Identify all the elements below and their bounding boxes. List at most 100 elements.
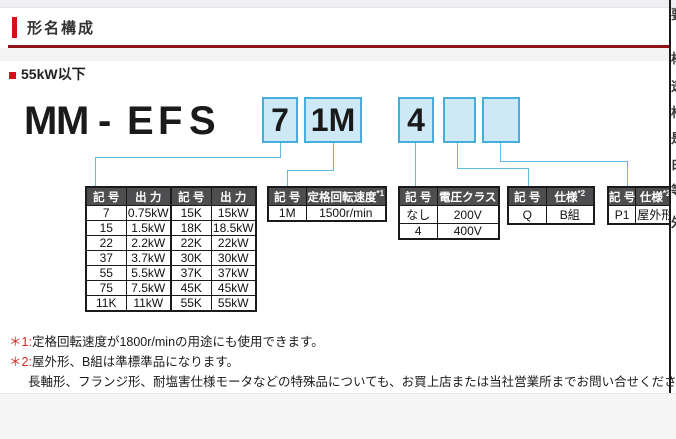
table-cell: 18.5kW xyxy=(210,220,257,236)
column-header: 電圧クラス xyxy=(436,186,500,206)
red-square-bullet xyxy=(9,72,16,79)
table-cell: 30kW xyxy=(210,250,257,266)
spec-p-table-clipped: 記 号 仕様*2 P1 屋外形 xyxy=(607,186,670,225)
table-cell: 4 xyxy=(398,223,438,240)
table-row: 1M 1500r/min xyxy=(267,205,387,222)
table-cell: 45kW xyxy=(210,280,257,296)
model-code-box-output: 7 xyxy=(262,97,298,143)
table-cell: 11kW xyxy=(125,295,172,312)
clipped-edge-text: 外 xyxy=(671,212,676,231)
clipped-edge-text: 等 xyxy=(671,180,676,199)
column-header: 記 号 xyxy=(398,186,438,206)
section-underline xyxy=(8,45,669,48)
column-header: 記 号 xyxy=(85,186,127,206)
connector-line xyxy=(287,170,288,186)
table-cell: 0.75kW xyxy=(125,205,172,221)
table-cell: 37kW xyxy=(210,265,257,281)
table-row: 11K 11kW 55K 55kW xyxy=(85,295,257,312)
clipped-edge-text: 構 xyxy=(671,48,676,67)
footnote-marker: ＊2: xyxy=(9,355,32,369)
spec-q-table: 記 号 仕様*2 Q B組 xyxy=(507,186,595,225)
clipped-edge-text: 白 xyxy=(671,154,676,173)
table-cell: 22 xyxy=(85,235,127,251)
table-cell: 200V xyxy=(436,205,500,224)
table-header-row: 記 号 仕様*2 xyxy=(607,186,670,206)
table-cell: 18K xyxy=(170,220,212,236)
footnote-3: 長軸形、フランジ形、耐塩害仕様モータなどの特殊品についても、お買上店または当社営… xyxy=(28,371,676,390)
connector-line xyxy=(500,143,501,161)
viewer-top-strip xyxy=(0,0,676,8)
table-cell: Q xyxy=(507,205,547,225)
table-cell: 1500r/min xyxy=(305,205,387,222)
table-cell: 75 xyxy=(85,280,127,296)
footnote-marker: ＊1: xyxy=(9,335,32,349)
voltage-table: 記 号 電圧クラス なし 200V 4 400V xyxy=(398,186,500,240)
subsection-title: 55kW以下 xyxy=(21,66,86,82)
table-cell: 55K xyxy=(170,295,212,312)
column-header: 記 号 xyxy=(267,186,307,206)
table-cell: 15 xyxy=(85,220,127,236)
table-row: 22 2.2kW 22K 22kW xyxy=(85,235,257,251)
model-code-box-spec1 xyxy=(443,97,476,143)
column-header: 記 号 xyxy=(507,186,547,206)
model-code-box-speed: 1M xyxy=(304,97,362,143)
table-cell: 400V xyxy=(436,223,500,240)
footnote-2: ＊2:屋外形、B組は準標準品になります。 xyxy=(9,351,239,370)
table-row: 7 0.75kW 15K 15kW xyxy=(85,205,257,221)
table-row: 55 5.5kW 37K 37kW xyxy=(85,265,257,281)
table-header-row: 記 号 電圧クラス xyxy=(398,186,500,206)
footnote-text: 定格回転速度が1800r/minの用途にも使用できます。 xyxy=(31,335,324,349)
table-header-row: 記 号 仕様*2 xyxy=(507,186,595,206)
clipped-edge-text: 要 xyxy=(671,4,676,23)
speed-table: 記 号 定格回転速度*1 1M 1500r/min xyxy=(267,186,387,222)
footnote-text: 長軸形、フランジ形、耐塩害仕様モータなどの特殊品についても、お買上店または当社営… xyxy=(28,375,676,389)
section-title: 形名構成 xyxy=(27,20,96,37)
column-header: 仕様*2 xyxy=(545,186,595,206)
table-cell: 22kW xyxy=(210,235,257,251)
model-letter: M xyxy=(24,99,58,143)
clipped-edge-text: 是 xyxy=(671,128,676,147)
connector-line xyxy=(415,143,416,186)
model-code-box-spec2 xyxy=(482,97,520,143)
connector-line xyxy=(457,168,529,169)
table-cell: 1.5kW xyxy=(125,220,172,236)
page-column-divider xyxy=(669,0,671,393)
power-table: 記 号 出 力 記 号 出 力 7 0.75kW 15K 15kW 15 1.5kW 18K… xyxy=(85,186,257,312)
connector-line xyxy=(280,143,281,157)
table-header-row: 記 号 定格回転速度*1 xyxy=(267,186,387,206)
table-cell: 屋外形 xyxy=(635,205,670,225)
table-cell: 15K xyxy=(170,205,212,221)
table-cell: 37K xyxy=(170,265,212,281)
viewer-toolbar: 1:1 xyxy=(0,393,676,439)
table-row: P1 屋外形 xyxy=(607,205,670,225)
table-cell: 11K xyxy=(85,295,127,312)
connector-line xyxy=(333,143,334,170)
table-cell: 55kW xyxy=(210,295,257,312)
column-header: 出 力 xyxy=(210,186,257,206)
table-row: 75 7.5kW 45K 45kW xyxy=(85,280,257,296)
table-cell: 5.5kW xyxy=(125,265,172,281)
model-letter: S xyxy=(189,99,216,143)
table-cell: 37 xyxy=(85,250,127,266)
model-letter: - xyxy=(98,99,112,143)
table-cell: 55 xyxy=(85,265,127,281)
column-header: 出 力 xyxy=(125,186,172,206)
column-header: 定格回転速度*1 xyxy=(305,186,387,206)
table-cell: 2.2kW xyxy=(125,235,172,251)
column-header: 仕様*2 xyxy=(635,186,670,206)
model-code-box-voltage: 4 xyxy=(398,97,434,143)
connector-line xyxy=(627,161,628,186)
connector-line xyxy=(95,157,281,158)
clipped-edge-text: 速 xyxy=(671,76,676,95)
table-row: 4 400V xyxy=(398,223,500,240)
connector-line xyxy=(528,168,529,186)
connector-line xyxy=(500,161,628,162)
footnote-text: 屋外形、B組は準標準品になります。 xyxy=(31,355,240,369)
table-cell: 30K xyxy=(170,250,212,266)
column-header: 記 号 xyxy=(170,186,212,206)
table-cell: 22K xyxy=(170,235,212,251)
table-cell: B組 xyxy=(545,205,595,225)
table-row: Q B組 xyxy=(507,205,595,225)
table-row: 15 1.5kW 18K 18.5kW xyxy=(85,220,257,236)
